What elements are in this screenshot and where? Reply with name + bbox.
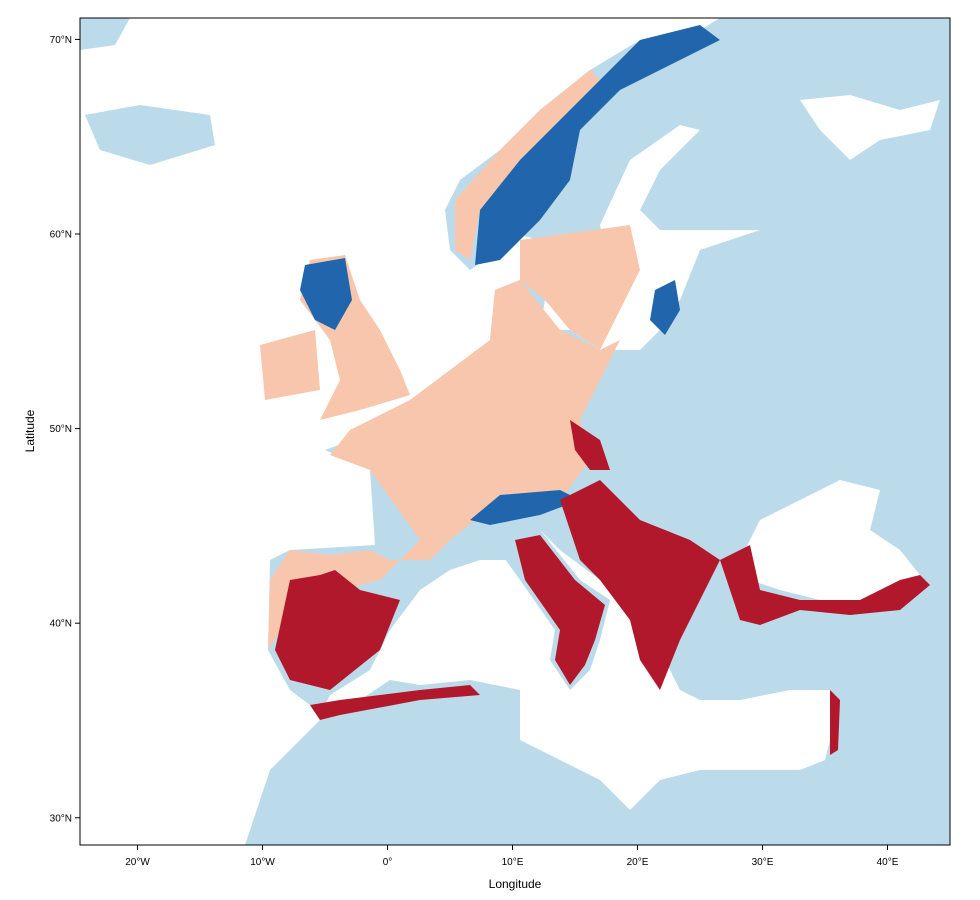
y-tick-label: 40°N (50, 619, 72, 630)
x-tick-label: 30°E (752, 857, 774, 868)
central-europe (268, 280, 620, 650)
y-tick-label: 30°N (50, 813, 72, 824)
atlantic (80, 18, 720, 845)
x-tick-label: 10°W (250, 857, 275, 868)
plot-frame (79, 17, 951, 846)
x-tick-label: 40°E (877, 857, 899, 868)
north-africa (310, 685, 480, 720)
y-axis-label: Latitude (23, 409, 37, 452)
scotland (300, 258, 352, 330)
greenland (80, 18, 130, 50)
y-tick-label: 60°N (50, 229, 72, 240)
scandinavia-south (520, 225, 640, 350)
y-tick-label: 70°N (50, 35, 72, 46)
y-tick-label: 50°N (50, 424, 72, 435)
carpathians (570, 420, 610, 470)
anatolia-coast (720, 545, 930, 625)
x-tick-label: 20°W (125, 857, 150, 868)
baltic-east (650, 280, 680, 335)
iceland (85, 105, 215, 165)
x-tick-label: 10°E (502, 857, 524, 868)
scandinavian-mountains (475, 25, 720, 265)
alps (470, 490, 580, 525)
italy-red (515, 535, 605, 685)
balkans (560, 480, 720, 690)
x-tick-label: 0° (383, 857, 393, 868)
iberia (275, 570, 400, 690)
ireland (260, 330, 320, 400)
x-tick-label: 20°E (627, 857, 649, 868)
black-sea (740, 480, 920, 600)
x-axis-label: Longitude (489, 877, 542, 891)
levant (830, 690, 840, 755)
map-layer (80, 18, 950, 845)
white-sea (800, 95, 940, 160)
norway-coast (455, 70, 600, 260)
